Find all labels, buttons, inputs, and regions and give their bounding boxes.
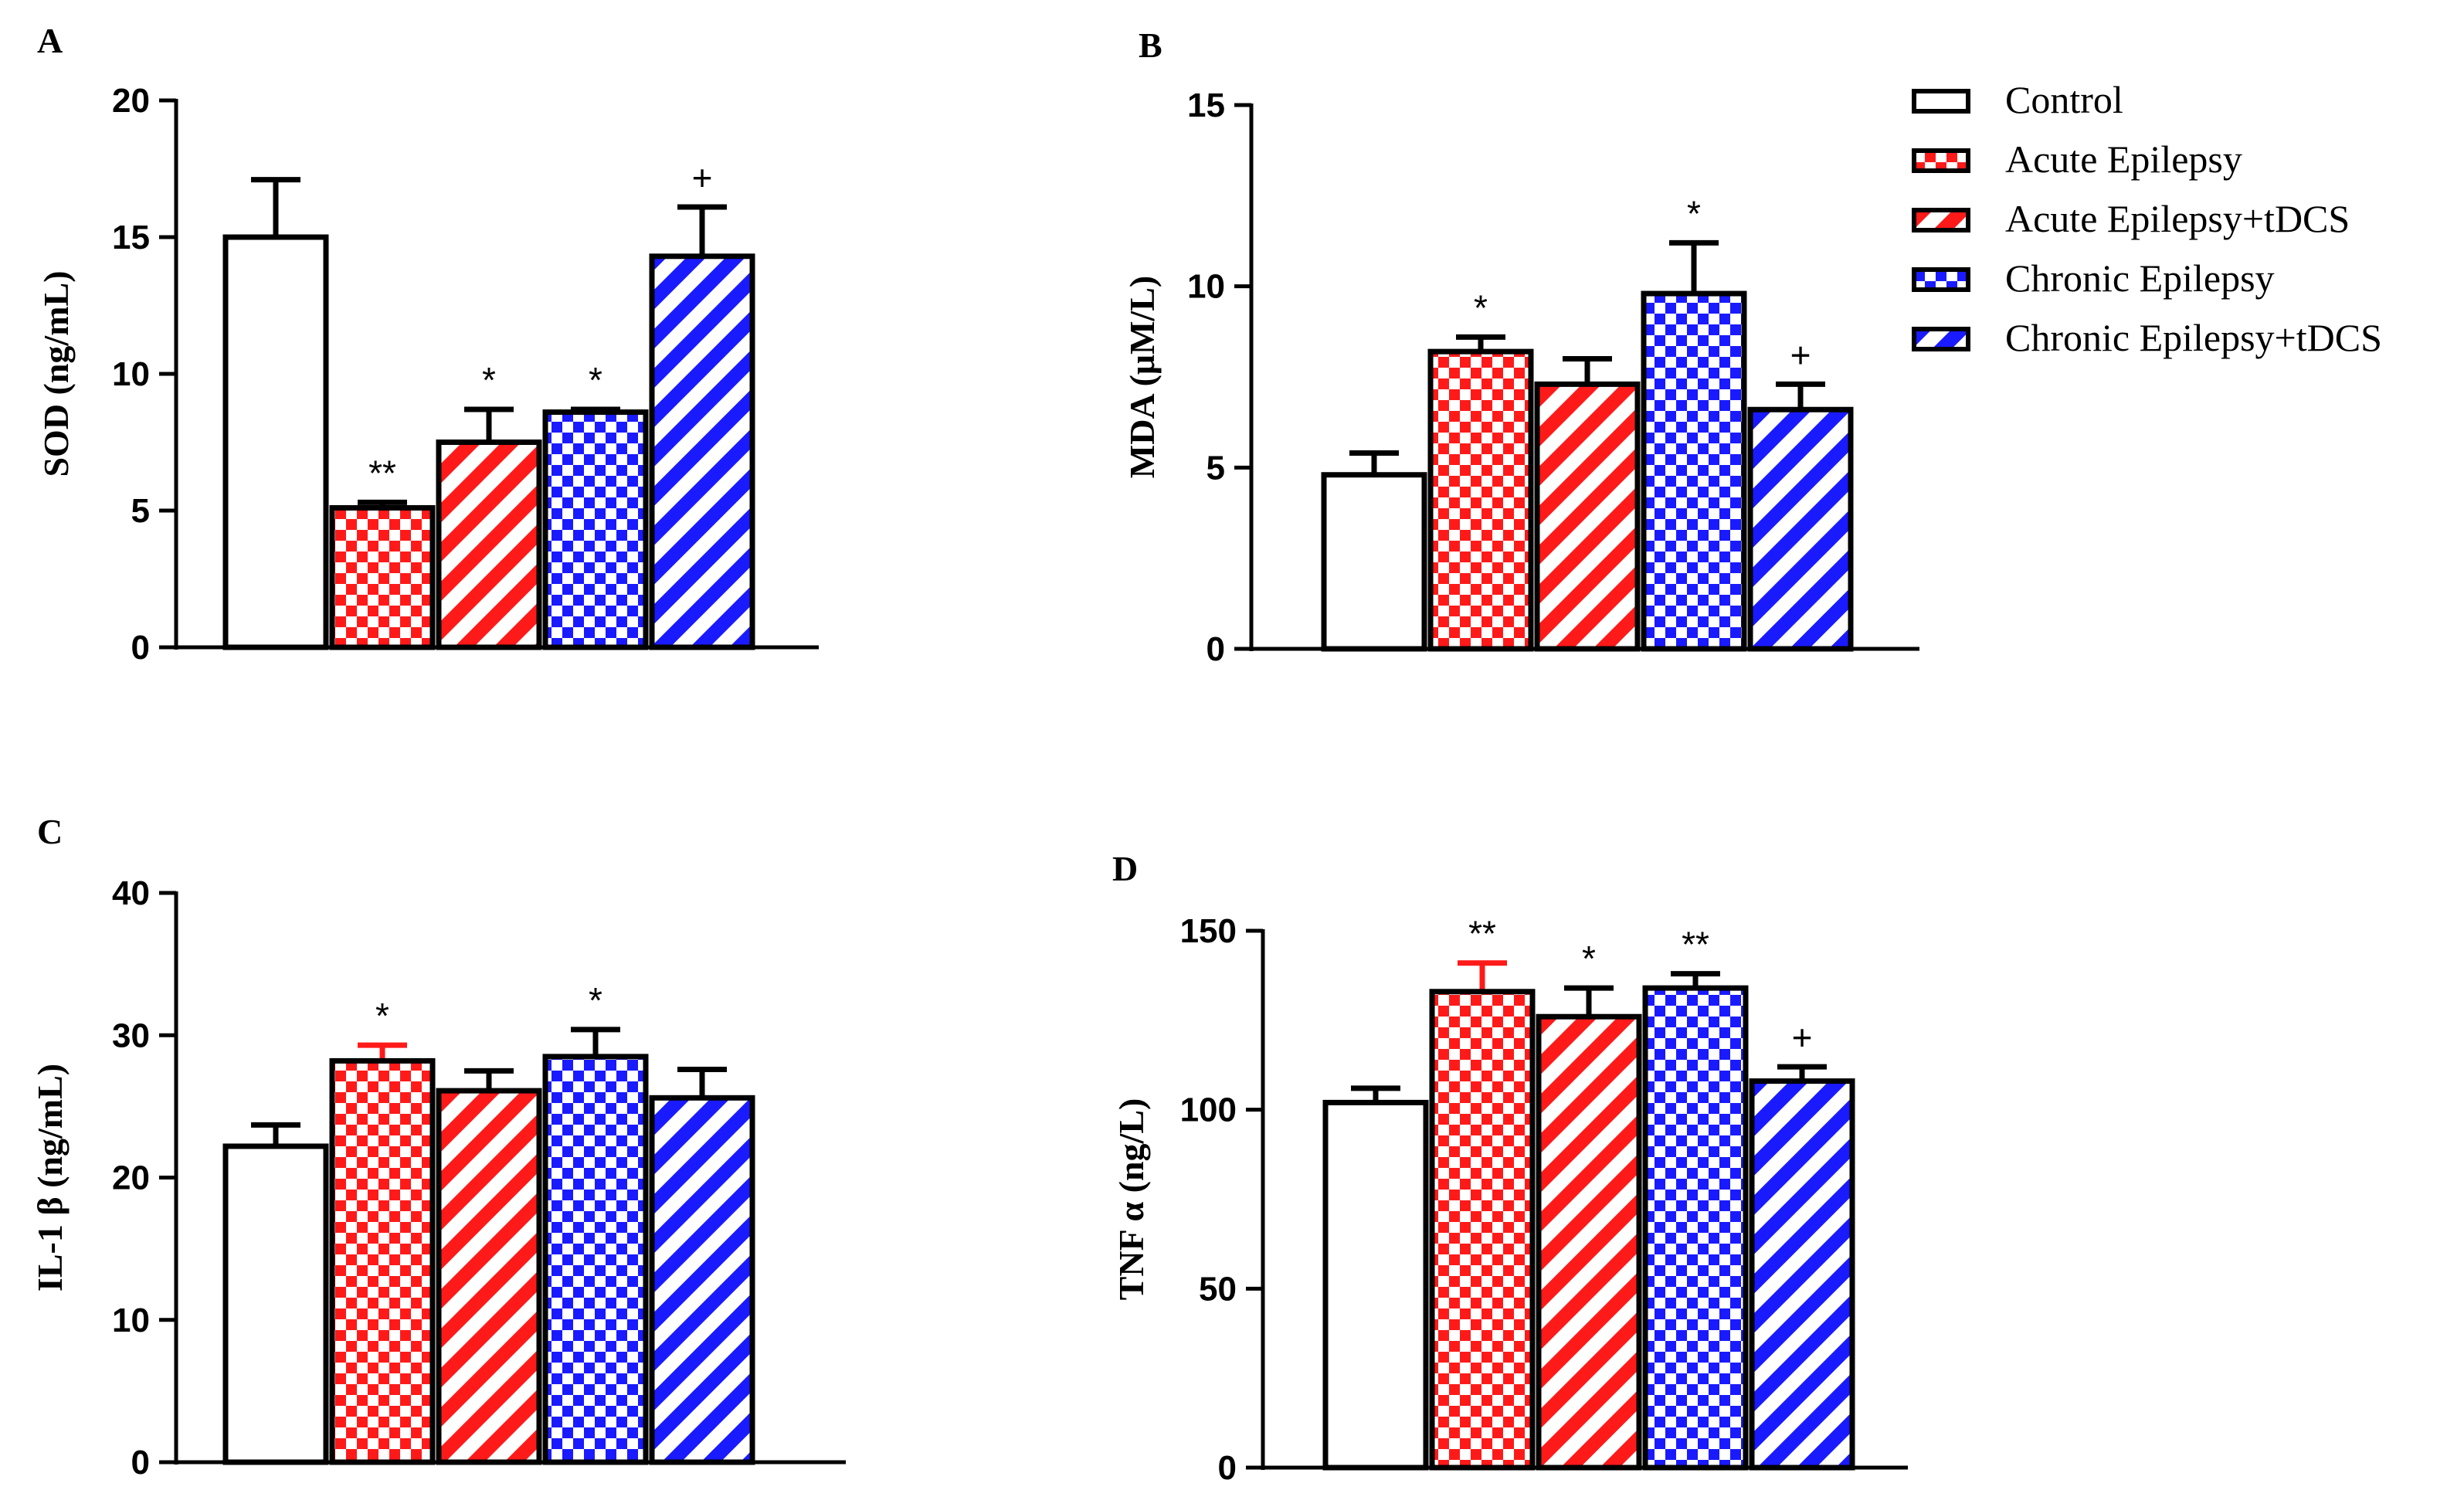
y-tick-label: 15 bbox=[112, 219, 150, 256]
y-tick-label: 10 bbox=[1187, 268, 1225, 306]
y-tick-label: 10 bbox=[112, 355, 150, 393]
legend-label: Chronic Epilepsy bbox=[2005, 256, 2275, 300]
bar bbox=[436, 440, 542, 650]
y-tick-label: 20 bbox=[112, 82, 150, 120]
legend-label: Acute Epilepsy+tDCS bbox=[2005, 197, 2350, 240]
legend-label: Acute Epilepsy bbox=[2005, 137, 2242, 181]
bar bbox=[1427, 348, 1534, 652]
significance-mark: + bbox=[1790, 334, 1811, 375]
y-tick-label: 0 bbox=[1218, 1449, 1237, 1487]
y-tick-label: 50 bbox=[1199, 1270, 1237, 1308]
y-axis-title: SOD (ng/mL) bbox=[36, 270, 76, 477]
significance-mark: * bbox=[1687, 193, 1701, 233]
bar bbox=[222, 234, 329, 650]
bar bbox=[542, 409, 649, 650]
y-tick-label: 0 bbox=[1207, 630, 1225, 668]
bar bbox=[1321, 472, 1427, 652]
y-tick-label: 150 bbox=[1180, 912, 1237, 950]
y-axis-title: TNF α (ng/L) bbox=[1112, 1098, 1151, 1301]
significance-mark: ** bbox=[368, 453, 396, 493]
legend-swatch bbox=[1912, 208, 1970, 232]
significance-mark: ** bbox=[1682, 925, 1709, 965]
significance-mark: * bbox=[482, 360, 496, 400]
panel-letter: D bbox=[1112, 849, 1138, 888]
legend-swatch bbox=[1912, 89, 1970, 114]
bar bbox=[1536, 1013, 1642, 1471]
significance-mark: * bbox=[1474, 287, 1488, 328]
significance-mark: * bbox=[1582, 938, 1596, 979]
y-tick-label: 5 bbox=[131, 492, 150, 530]
bar bbox=[542, 1054, 649, 1465]
bar bbox=[649, 1095, 755, 1465]
legend-swatch bbox=[1912, 148, 1970, 173]
bar bbox=[1534, 381, 1641, 652]
significance-mark: * bbox=[375, 996, 389, 1036]
legend: Control Acute Epilepsy Acute Epilepsy+tDCS… bbox=[1912, 78, 2382, 359]
bar bbox=[1322, 1099, 1429, 1471]
panel-letter: A bbox=[37, 21, 63, 60]
significance-mark: ** bbox=[1468, 914, 1496, 954]
y-tick-label: 10 bbox=[112, 1302, 150, 1339]
bar bbox=[1641, 290, 1747, 652]
chart-panel-c: C 0 10 20 30 40 IL-1 β (ng/mL) * * bbox=[30, 812, 846, 1482]
bar bbox=[329, 1057, 436, 1465]
bar bbox=[1747, 406, 1854, 652]
bar bbox=[1429, 989, 1536, 1471]
y-tick-label: 40 bbox=[112, 874, 150, 912]
y-tick-label: 5 bbox=[1207, 449, 1225, 487]
y-tick-label: 30 bbox=[112, 1017, 150, 1054]
legend-swatch bbox=[1912, 327, 1970, 351]
significance-mark: * bbox=[589, 980, 602, 1020]
y-tick-label: 20 bbox=[112, 1159, 150, 1197]
y-axis-title: IL-1 β (ng/mL) bbox=[30, 1064, 70, 1291]
panel-letter: C bbox=[37, 812, 63, 851]
bar bbox=[649, 253, 755, 650]
chart-panel-b: B 0 5 10 15 MDA (μM/L) * * + bbox=[1122, 25, 1919, 668]
significance-mark: + bbox=[1792, 1017, 1813, 1057]
y-tick-label: 0 bbox=[131, 1444, 150, 1482]
bar bbox=[222, 1143, 329, 1465]
bar bbox=[329, 504, 436, 650]
y-tick-label: 0 bbox=[131, 629, 150, 667]
significance-mark: + bbox=[692, 158, 713, 198]
bar bbox=[1749, 1078, 1855, 1471]
y-tick-label: 15 bbox=[1187, 87, 1225, 124]
legend-label: Control bbox=[2005, 78, 2123, 121]
bar bbox=[436, 1088, 542, 1465]
legend-swatch bbox=[1912, 267, 1970, 292]
legend-label: Chronic Epilepsy+tDCS bbox=[2005, 316, 2382, 359]
panel-letter: B bbox=[1139, 25, 1162, 65]
y-axis-title: MDA (μM/L) bbox=[1122, 276, 1162, 478]
significance-mark: * bbox=[589, 360, 602, 400]
y-tick-label: 100 bbox=[1180, 1091, 1237, 1129]
bar bbox=[1642, 985, 1749, 1471]
